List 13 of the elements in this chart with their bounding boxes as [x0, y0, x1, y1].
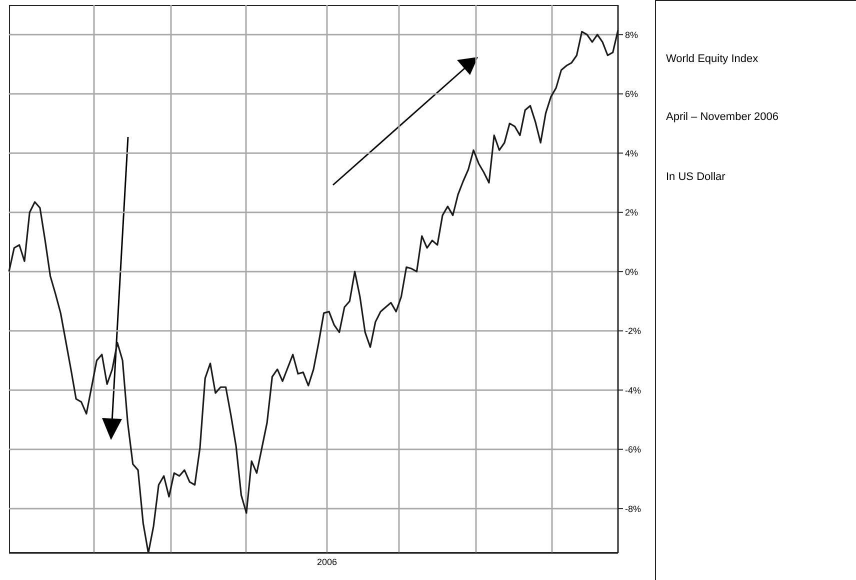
text: World Equity Index	[666, 53, 758, 65]
y-tick-label: -6%	[625, 444, 642, 455]
y-tick-label: 8%	[625, 30, 638, 40]
y-tick-label: 2%	[625, 208, 638, 218]
y-tick-label: -2%	[625, 326, 642, 336]
y-tick-label: 4%	[625, 148, 638, 158]
y-tick-label: -8%	[625, 504, 642, 514]
y-tick-label: 6%	[625, 89, 638, 100]
y-tick-label: -4%	[625, 385, 642, 396]
text: 2006	[316, 557, 338, 567]
text: In US Dollar	[666, 171, 726, 183]
text: April – November 2006	[666, 111, 779, 123]
y-tick-label: 0%	[625, 266, 638, 277]
